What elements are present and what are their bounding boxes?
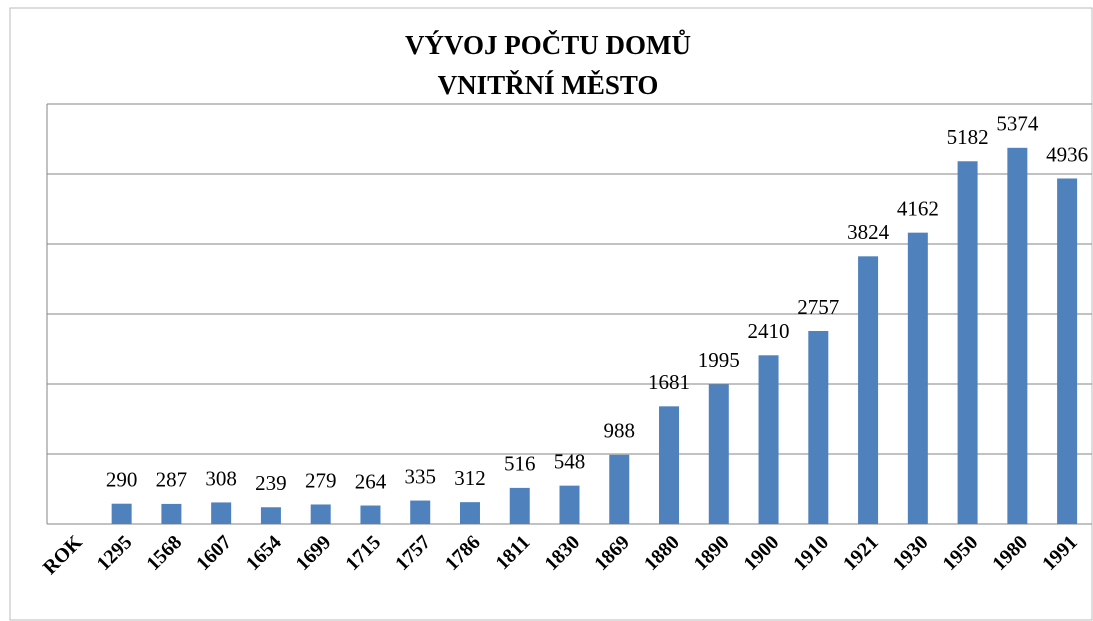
bar bbox=[410, 500, 431, 524]
bar bbox=[659, 406, 680, 524]
chart-title: VÝVOJ POČTU DOMŮ bbox=[405, 29, 691, 60]
data-label: 1681 bbox=[648, 370, 690, 394]
bar bbox=[459, 502, 480, 524]
data-label: 312 bbox=[454, 466, 486, 490]
data-label: 290 bbox=[106, 468, 138, 492]
chart-title: VNITŘNÍ MĚSTO bbox=[438, 70, 659, 100]
bar bbox=[758, 355, 779, 524]
bar bbox=[310, 504, 331, 524]
data-label: 239 bbox=[255, 471, 287, 495]
bar bbox=[360, 505, 381, 524]
bar bbox=[609, 454, 630, 524]
data-label: 988 bbox=[604, 419, 636, 443]
bar bbox=[957, 161, 978, 524]
data-label: 5374 bbox=[996, 112, 1039, 136]
bar bbox=[1007, 147, 1028, 524]
data-label: 308 bbox=[205, 466, 237, 490]
data-label: 516 bbox=[504, 452, 536, 476]
bar bbox=[708, 384, 729, 524]
data-label: 264 bbox=[355, 469, 387, 493]
data-label: 2410 bbox=[748, 319, 790, 343]
data-label: 2757 bbox=[797, 295, 839, 319]
data-label: 1995 bbox=[698, 348, 740, 372]
data-label: 279 bbox=[305, 468, 337, 492]
bar bbox=[559, 485, 580, 524]
data-label: 335 bbox=[404, 464, 436, 488]
bar bbox=[808, 331, 829, 524]
bar bbox=[211, 502, 232, 524]
bar bbox=[260, 507, 281, 524]
data-label: 4162 bbox=[897, 196, 939, 220]
bar bbox=[509, 487, 530, 524]
data-label: 287 bbox=[156, 468, 188, 492]
data-label: 548 bbox=[554, 449, 586, 473]
bar bbox=[907, 232, 928, 524]
bar bbox=[111, 503, 132, 524]
bar bbox=[858, 256, 879, 524]
bar bbox=[1057, 178, 1078, 525]
bar bbox=[161, 503, 182, 524]
data-label: 4936 bbox=[1046, 142, 1088, 166]
data-label: 3824 bbox=[847, 220, 890, 244]
data-label: 5182 bbox=[947, 125, 989, 149]
